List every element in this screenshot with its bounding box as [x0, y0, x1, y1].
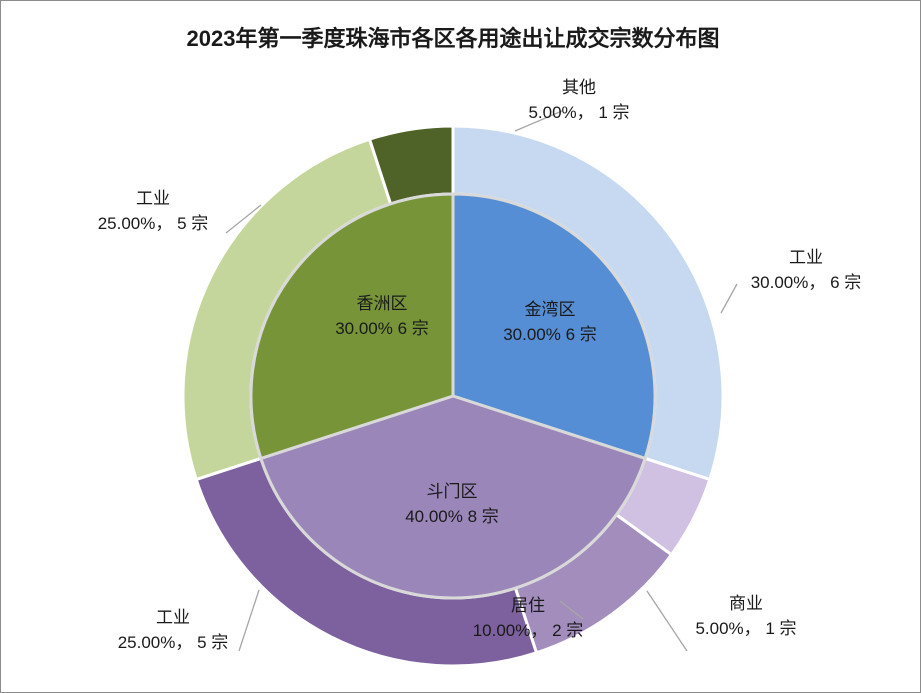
leader-line-4 [514, 110, 563, 132]
outer-label-1: 商业 5.00%， 1 宗 [695, 594, 796, 638]
inner-label-1: 斗门区 40.00% 8 宗 [405, 482, 499, 526]
chart-title: 2023年第一季度珠海市各区各用途出让成交宗数分布图 [187, 26, 720, 51]
leader-line-1 [720, 283, 738, 314]
outer-label-value: 5.00%， 1 宗 [528, 103, 629, 122]
outer-label-2: 居住 10.00%， 2 宗 [473, 596, 584, 640]
leader-line-3 [238, 589, 260, 652]
inner-label-value: 30.00% 6 宗 [335, 319, 429, 338]
outer-label-value: 30.00%， 6 宗 [751, 273, 862, 292]
inner-label-0: 金湾区 30.00% 6 宗 [503, 300, 597, 344]
inner-label-name: 金湾区 [525, 300, 576, 319]
leader-line-2 [646, 590, 688, 652]
leader-line-5 [559, 600, 584, 620]
inner-slice-0 [451, 192, 657, 461]
outer-label-value: 5.00%， 1 宗 [695, 619, 796, 638]
outer-label-name: 居住 [511, 596, 545, 615]
inner-label-name: 斗门区 [427, 482, 478, 501]
leader-line-0 [225, 204, 262, 234]
outer-label-value: 25.00%， 5 宗 [98, 214, 209, 233]
inner-label-value: 30.00% 6 宗 [503, 325, 597, 344]
leader-lines [225, 110, 738, 652]
outer-label-name: 其他 [562, 78, 596, 97]
outer-label-value: 25.00%， 5 宗 [118, 633, 229, 652]
outer-label-5: 其他 5.00%， 1 宗 [528, 78, 629, 122]
inner-slice-1 [258, 394, 648, 600]
outer-label-3: 工业 25.00%， 5 宗 [118, 608, 229, 652]
inner-label-name: 香洲区 [357, 294, 408, 313]
outer-label-4: 工业 25.00%， 5 宗 [98, 189, 209, 233]
outer-label-name: 商业 [729, 594, 763, 613]
outer-label-value: 10.00%， 2 宗 [473, 621, 584, 640]
outer-label-name: 工业 [789, 248, 823, 267]
outer-label-name: 工业 [136, 189, 170, 208]
inner-slice-2 [249, 192, 455, 461]
outer-label-name: 工业 [156, 608, 190, 627]
inner-label-2: 香洲区 30.00% 6 宗 [335, 294, 429, 338]
inner-label-value: 40.00% 8 宗 [405, 507, 499, 526]
inner-ring [249, 192, 657, 600]
outer-label-0: 工业 30.00%， 6 宗 [751, 248, 862, 292]
